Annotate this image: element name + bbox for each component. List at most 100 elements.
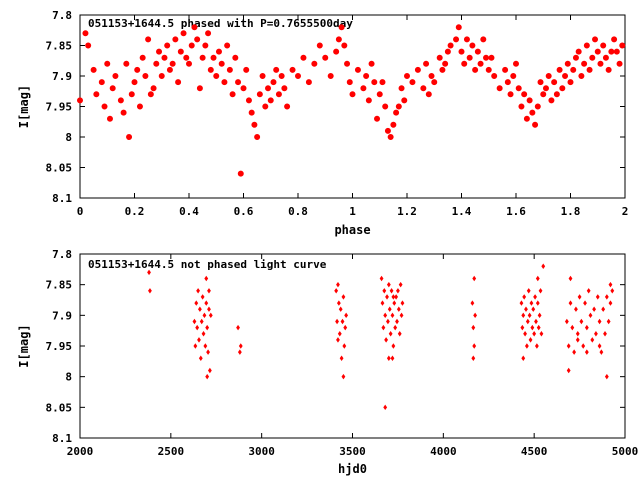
chart-1-data-point [363,73,370,80]
chart-2-data-point [398,281,403,288]
chart-2-data-point [386,318,390,325]
chart-2-data-point [397,331,402,337]
chart-2-data-point [568,300,573,306]
chart-2-data-point [400,300,405,306]
chart-1-data-point [581,60,588,67]
chart-1-data-point [611,36,618,43]
chart-1-data-point [513,60,520,67]
chart-2-data-point [603,331,607,337]
chart-1-data-point [597,60,604,67]
chart-1-data-point [453,36,460,43]
chart-1-data-point [455,24,462,31]
chart-1-data-point [605,66,612,73]
chart-1-data-point [93,91,100,98]
chart-2-data-point [194,300,199,306]
chart-1-y-axis-title: I[mag] [17,85,31,128]
chart-1-data-point [447,42,454,49]
chart-1-data-point [526,97,533,104]
chart-1-data-point [237,170,244,177]
chart-1-data-point [600,42,607,49]
chart-2-data-point [384,337,389,343]
chart-2-data-point [196,288,200,294]
chart-2-data-point [395,318,399,325]
chart-2-data-point [201,331,206,337]
chart-2-x-tick-label: 4000 [430,445,457,458]
chart-1-data-point [90,66,97,73]
chart-2-data-point [575,337,580,343]
chart-1-data-point [439,66,446,73]
chart-2-data-point [536,324,541,331]
chart-1-data-point [387,133,394,140]
chart-1-data-point [613,48,620,55]
chart-2-data-point [399,312,404,319]
chart-2-data-point [529,300,534,306]
chart-1-data-point [384,127,391,134]
chart-1-data-point [602,54,609,61]
chart-1-data-point [101,103,108,110]
chart-1-data-point [183,54,190,61]
chart-1-data-point [485,66,492,73]
chart-1-data-point [510,73,517,80]
chart-1-data-point [572,54,579,61]
chart-2-data-point [396,306,401,312]
chart-1-data-point [436,54,443,61]
chart-2-data-point [206,349,210,355]
chart-2-y-tick-label: 7.9 [52,309,72,322]
chart-1-x-tick-label: 2 [622,205,629,218]
chart-1-data-point [188,42,195,49]
chart-1-data-point [210,54,217,61]
chart-1-data-point [164,42,171,49]
chart-1-data-point [191,24,198,31]
chart-2-data-point [383,312,388,319]
chart-2-y-tick-label: 7.95 [46,340,73,353]
chart-1-data-point [483,54,490,61]
chart-1-data-point [401,97,408,104]
chart-1-data-point [376,91,383,98]
chart-2-data-point [568,275,573,282]
chart-2-data-point [389,288,394,294]
chart-1-data-point [232,54,239,61]
chart-1-data-point [537,79,544,86]
chart-1-data-point [586,66,593,73]
chart-2-data-point [195,324,200,331]
chart-1-data-point [589,54,596,61]
chart-1-data-point [270,79,277,86]
chart-1-data-point [578,73,585,80]
chart-1-data-point [349,91,356,98]
chart-2-data-point [584,349,589,355]
chart-2-data-point [566,343,571,349]
chart-1-data-point [403,73,410,80]
chart-2-data-point [608,281,613,288]
chart-1-data-point [245,97,252,104]
chart-1-data-point [123,60,130,67]
chart-2-data-point [526,288,531,294]
chart-2-data-point [599,349,604,355]
chart-1-data-point [145,36,152,43]
chart-1-data-point [398,85,405,92]
chart-2-data-point [341,294,346,300]
chart-2-data-point [238,343,243,349]
chart-2-plot-frame [79,253,626,439]
chart-2-data-point [386,355,391,361]
chart-2-y-tick-label: 7.85 [46,279,73,292]
chart-2-data-point [392,300,397,306]
chart-1-data-point [469,42,476,49]
chart-1-data-point [365,97,372,104]
chart-1-data-point [126,133,133,140]
chart-1-x-tick-label: 0.6 [234,205,254,218]
chart-2-data-point [385,294,389,300]
chart-1-data-point [423,60,430,67]
chart-1-x-tick-label: 0 [77,205,84,218]
chart-1-data-point [327,73,334,80]
chart-2-data-point [391,343,396,349]
chart-1-x-tick-label: 1 [349,205,356,218]
chart-2-y-tick-label: 8.1 [52,432,72,445]
chart-1-data-point [333,48,340,55]
chart-2-data-point [537,312,542,319]
chart-1-data-point [551,79,558,86]
chart-1-data-point [496,85,503,92]
chart-1-data-point [420,85,427,92]
chart-2-data-point [595,294,600,300]
chart-2-data-point [336,281,340,288]
chart-1-data-point [243,66,250,73]
